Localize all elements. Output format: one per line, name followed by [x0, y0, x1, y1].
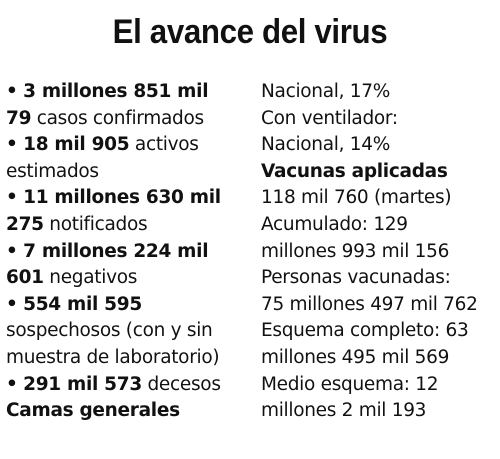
stat-notified: • 11 millones 630 mil 275 notificados [6, 187, 221, 235]
stat-suspected: • 554 mil 595 sospechosos (con y sin mue… [6, 293, 220, 368]
right-column: Nacional, 17% Con ventilador: Nacional, … [261, 79, 496, 425]
beds-ventilator-label: Con ventilador: [261, 107, 398, 129]
beds-ventilator-national: Nacional, 14% [261, 134, 390, 156]
half-scheme: Medio esquema: 12 [261, 373, 439, 395]
vaccines-cumulative: Acumulado: 129 [261, 213, 408, 235]
bullet-icon: • [6, 293, 18, 315]
vaccines-heading: Vacunas aplicadas [261, 160, 448, 182]
full-scheme: Esquema completo: 63 [261, 320, 469, 342]
bullet-icon: • [6, 134, 18, 156]
full-scheme-cont: millones 495 mil 569 [261, 346, 450, 368]
people-vaccinated-value: 75 millones 497 mil 762 [261, 293, 478, 315]
bullet-icon: • [6, 240, 18, 262]
bullet-icon: • [6, 373, 18, 395]
stat-confirmed: • 3 millones 851 mil 79 casos confirmado… [6, 81, 209, 129]
people-vaccinated-label: Personas vacunadas: [261, 267, 451, 289]
left-column: • 3 millones 851 mil 79 casos confirmado… [6, 79, 254, 425]
page-title: El avance del virus [112, 13, 388, 51]
half-scheme-cont: millones 2 mil 193 [261, 400, 427, 422]
beds-heading: Camas generales [6, 400, 180, 422]
stat-active: • 18 mil 905 activos estimados [6, 134, 199, 182]
bullet-icon: • [6, 81, 18, 102]
vaccines-daily: 118 mil 760 (martes) [261, 187, 452, 209]
bullet-icon: • [6, 187, 18, 209]
vaccines-cumulative-cont: millones 993 mil 156 [261, 240, 450, 262]
stat-deaths: • 291 mil 573 decesos [6, 373, 221, 395]
stat-negative: • 7 millones 224 mil 601 negativos [6, 240, 209, 289]
beds-general-national: Nacional, 17% [261, 81, 390, 102]
